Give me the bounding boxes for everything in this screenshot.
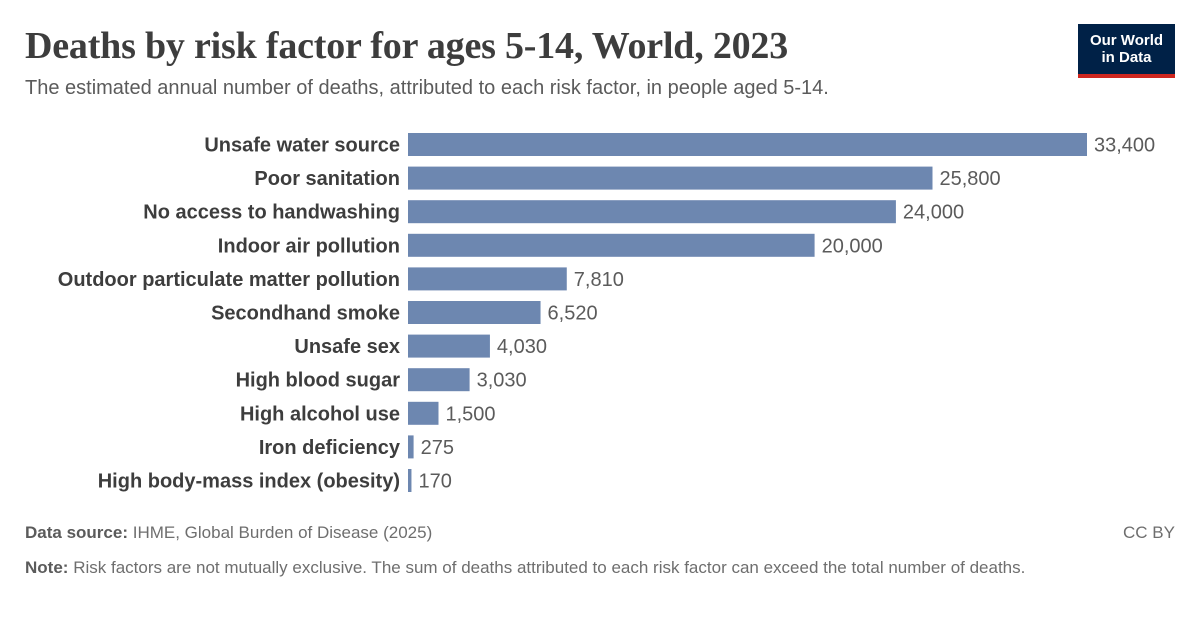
chart-title: Deaths by risk factor for ages 5-14, Wor… xyxy=(25,25,789,67)
value-label-indoor-air-pollution: 20,000 xyxy=(822,235,883,257)
owid-logo[interactable]: Our World in Data xyxy=(1078,24,1175,78)
bar-poor-sanitation[interactable] xyxy=(408,166,933,190)
bar-unsafe-sex[interactable] xyxy=(408,334,490,358)
category-label-indoor-air-pollution: Indoor air pollution xyxy=(218,235,400,257)
bar-high-blood-sugar[interactable] xyxy=(408,368,470,392)
value-label-unsafe-sex: 4,030 xyxy=(497,336,547,358)
value-label-outdoor-particulate-matter-pollution: 7,810 xyxy=(574,269,624,291)
bar-chart: Unsafe water source 33,400 Poor sanitation… xyxy=(58,133,1155,493)
value-label-no-access-to-handwashing: 24,000 xyxy=(903,202,964,224)
value-label-unsafe-water-source: 33,400 xyxy=(1094,135,1155,157)
logo-line-1: Our World xyxy=(1089,32,1164,49)
chart-note: Note: Risk factors are not mutually excl… xyxy=(25,556,1165,580)
bar-secondhand-smoke[interactable] xyxy=(408,301,541,324)
bar-unsafe-water-source[interactable] xyxy=(408,133,1087,156)
license-link[interactable]: CC BY xyxy=(1123,523,1175,542)
category-label-unsafe-sex: Unsafe sex xyxy=(294,336,400,358)
category-label-high-blood-sugar: High blood sugar xyxy=(236,370,401,392)
value-label-high-blood-sugar: 3,030 xyxy=(477,370,527,392)
value-label-poor-sanitation: 25,800 xyxy=(939,168,1000,190)
category-label-outdoor-particulate-matter-pollution: Outdoor particulate matter pollution xyxy=(58,269,400,291)
value-label-high-alcohol-use: 1,500 xyxy=(445,403,495,425)
note-label: Note: xyxy=(25,558,69,577)
category-label-secondhand-smoke: Secondhand smoke xyxy=(211,303,400,325)
category-label-high-alcohol-use: High alcohol use xyxy=(240,403,400,425)
category-label-high-body-mass-index-obesity: High body-mass index (obesity) xyxy=(98,471,400,493)
note-text: Risk factors are not mutually exclusive.… xyxy=(73,558,1026,577)
value-label-high-body-mass-index-obesity: 170 xyxy=(418,471,451,493)
bar-high-alcohol-use[interactable] xyxy=(408,401,439,425)
data-source: Data source: IHME, Global Burden of Dise… xyxy=(25,523,432,543)
data-source-text: IHME, Global Burden of Disease (2025) xyxy=(132,523,433,542)
chart-subtitle: The estimated annual number of deaths, a… xyxy=(25,77,829,99)
category-label-no-access-to-handwashing: No access to handwashing xyxy=(143,202,400,224)
category-label-iron-deficiency: Iron deficiency xyxy=(259,437,401,459)
category-label-poor-sanitation: Poor sanitation xyxy=(254,168,400,190)
bar-high-body-mass-index-obesity[interactable] xyxy=(408,469,412,492)
bar-iron-deficiency[interactable] xyxy=(408,435,414,459)
data-source-label: Data source: xyxy=(25,523,128,542)
value-label-secondhand-smoke: 6,520 xyxy=(548,303,598,325)
bar-indoor-air-pollution[interactable] xyxy=(408,233,815,257)
bar-no-access-to-handwashing[interactable] xyxy=(408,200,896,224)
logo-line-2: in Data xyxy=(1101,49,1152,66)
category-label-unsafe-water-source: Unsafe water source xyxy=(204,135,400,157)
value-label-iron-deficiency: 275 xyxy=(421,437,454,459)
bar-outdoor-particulate-matter-pollution[interactable] xyxy=(408,267,567,291)
